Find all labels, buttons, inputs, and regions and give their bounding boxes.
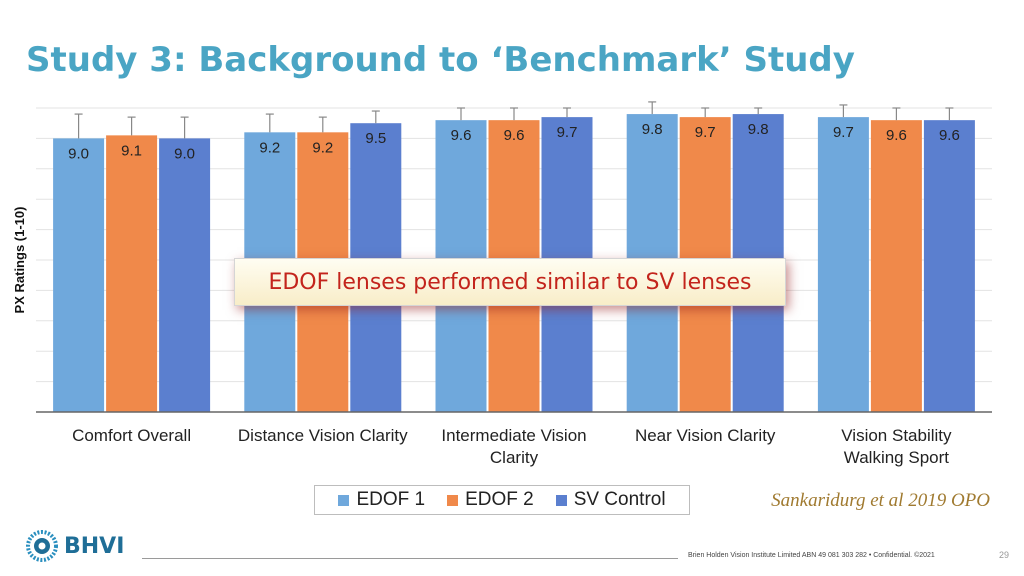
logo-text: BHVI [64, 533, 125, 559]
data-label: 9.2 [312, 139, 333, 156]
data-label: 9.5 [365, 130, 386, 147]
data-label: 9.6 [504, 127, 525, 144]
data-label: 9.6 [451, 127, 472, 144]
legend-label: EDOF 2 [465, 489, 534, 510]
category-label: Comfort Overall [72, 426, 191, 445]
category-label: Near Vision Clarity [635, 426, 776, 445]
category-label: Clarity [490, 448, 539, 467]
callout-box: EDOF lenses performed similar to SV lens… [234, 258, 786, 306]
bhvi-eye-logo-icon [26, 530, 58, 562]
bar [870, 120, 922, 412]
category-label: Vision Stability [841, 426, 952, 445]
data-label: 9.7 [695, 124, 716, 141]
legend-item: EDOF 2 [447, 489, 534, 511]
data-label: 9.7 [833, 124, 854, 141]
data-label: 9.8 [642, 121, 663, 138]
legend-swatch [338, 494, 350, 506]
bar [106, 135, 158, 413]
data-label: 9.0 [68, 145, 89, 162]
data-label: 9.1 [121, 142, 142, 159]
bar [53, 138, 105, 412]
category-label: Intermediate Vision [441, 426, 586, 445]
data-label: 9.7 [557, 124, 578, 141]
page-number: 29 [999, 550, 1010, 560]
data-label: 9.8 [748, 121, 769, 138]
data-label: 9.0 [174, 145, 195, 162]
y-axis-label: PX Ratings (1-10) [12, 207, 27, 314]
data-label: 9.2 [259, 139, 280, 156]
slide-title: Study 3: Background to ‘Benchmark’ Study [26, 40, 855, 80]
bar [817, 117, 869, 413]
chart-legend: EDOF 1 EDOF 2 SV Control [314, 485, 690, 515]
citation: Sankaridurg et al 2019 OPO [771, 490, 990, 511]
legend-item: SV Control [555, 489, 666, 511]
legend-swatch [555, 494, 567, 506]
data-label: 9.6 [886, 127, 907, 144]
bar-chart: PX Ratings (1-10) 9.0 9.1 9.0 Comfort Overal… [12, 101, 992, 467]
data-label: 9.6 [939, 127, 960, 144]
footer-text: Brien Holden Vision Institute Limited AB… [688, 552, 935, 559]
category-label: Walking Sport [844, 448, 949, 467]
bhvi-logo: BHVI [26, 530, 124, 562]
legend-label: EDOF 1 [356, 489, 426, 510]
legend-item: EDOF 1 [338, 489, 425, 511]
legend-label: SV Control [573, 489, 666, 510]
footer-divider [142, 558, 678, 559]
legend-swatch [447, 494, 459, 506]
category-label: Distance Vision Clarity [238, 426, 408, 445]
bar [923, 120, 975, 412]
bar [159, 138, 211, 412]
